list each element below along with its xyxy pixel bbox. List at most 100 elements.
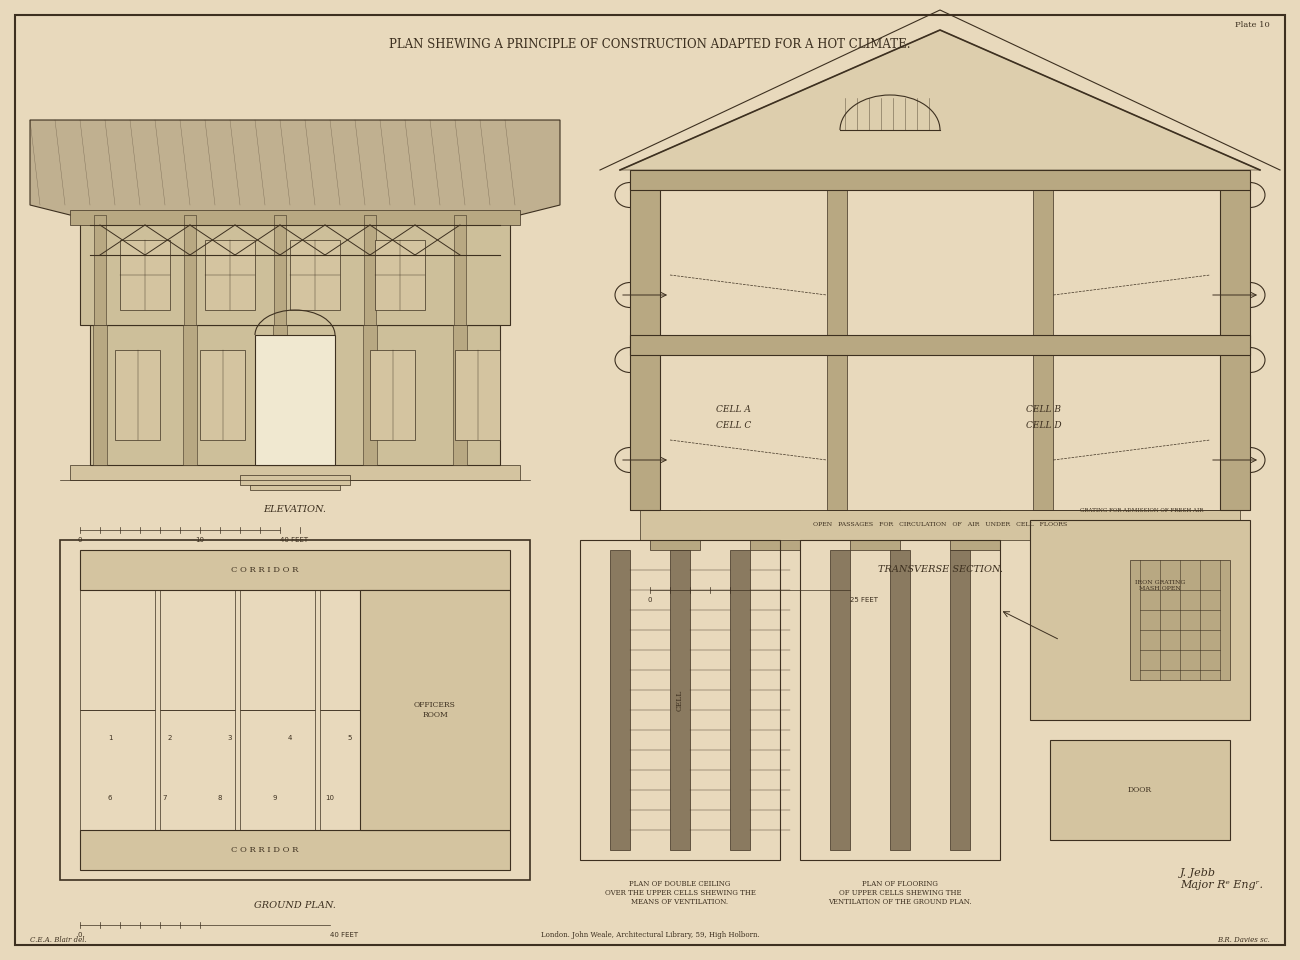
- Text: 0: 0: [78, 932, 82, 938]
- Bar: [670, 550, 690, 850]
- Text: 10: 10: [195, 537, 204, 543]
- Bar: [360, 590, 510, 830]
- Bar: [1050, 740, 1230, 840]
- Text: GROUND PLAN.: GROUND PLAN.: [254, 900, 335, 909]
- Bar: [240, 590, 315, 710]
- Text: OFFICERS
ROOM: OFFICERS ROOM: [415, 702, 456, 719]
- Bar: [891, 550, 910, 850]
- Text: 6: 6: [108, 795, 112, 801]
- Text: 10: 10: [325, 795, 334, 801]
- Text: Plate 10: Plate 10: [1235, 21, 1270, 29]
- Bar: [255, 335, 335, 465]
- Bar: [183, 325, 198, 465]
- Bar: [120, 240, 170, 310]
- Text: 3: 3: [227, 735, 233, 741]
- Bar: [70, 465, 520, 480]
- Text: OPEN   PASSAGES   FOR   CIRCULATION   OF   AIR   UNDER   CELL   FLOORS: OPEN PASSAGES FOR CIRCULATION OF AIR UND…: [812, 522, 1067, 527]
- Bar: [320, 590, 395, 710]
- Bar: [320, 710, 395, 830]
- Text: 0: 0: [78, 537, 82, 543]
- Bar: [640, 510, 1240, 540]
- Text: CELL A: CELL A: [716, 405, 751, 415]
- Bar: [160, 590, 235, 710]
- Text: 4: 4: [287, 735, 292, 741]
- Bar: [610, 550, 630, 850]
- Text: PLAN OF DOUBLE CEILING
OVER THE UPPER CELLS SHEWING THE
MEANS OF VENTILATION.: PLAN OF DOUBLE CEILING OVER THE UPPER CE…: [604, 880, 755, 906]
- Text: 40 FEET: 40 FEET: [280, 537, 308, 543]
- Bar: [829, 550, 850, 850]
- Text: London. John Weale, Architectural Library, 59, High Holborn.: London. John Weale, Architectural Librar…: [541, 931, 759, 939]
- Text: C.E.A. Blair del.: C.E.A. Blair del.: [30, 936, 87, 944]
- Bar: [1030, 520, 1251, 720]
- Bar: [114, 350, 160, 440]
- Bar: [1050, 510, 1100, 550]
- Bar: [81, 710, 155, 830]
- Bar: [630, 180, 660, 510]
- Bar: [800, 540, 1000, 860]
- Bar: [94, 215, 107, 325]
- Text: 5: 5: [348, 735, 352, 741]
- Text: 0: 0: [647, 597, 653, 603]
- Bar: [81, 830, 510, 870]
- Bar: [455, 350, 500, 440]
- Text: 2: 2: [168, 735, 172, 741]
- Bar: [70, 210, 520, 225]
- Bar: [90, 325, 500, 465]
- Bar: [60, 540, 530, 880]
- Bar: [81, 215, 510, 325]
- Text: 8: 8: [218, 795, 222, 801]
- Bar: [850, 510, 900, 550]
- Text: 40 FEET: 40 FEET: [330, 932, 358, 938]
- Text: CELL C: CELL C: [716, 420, 751, 429]
- Text: PLAN SHEWING A PRINCIPLE OF CONSTRUCTION ADAPTED FOR A HOT CLIMATE.: PLAN SHEWING A PRINCIPLE OF CONSTRUCTION…: [389, 38, 911, 52]
- Text: C O R R I D O R: C O R R I D O R: [231, 846, 299, 854]
- Bar: [160, 710, 235, 830]
- Text: ELEVATION.: ELEVATION.: [264, 506, 326, 515]
- Text: B.R. Davies sc.: B.R. Davies sc.: [1217, 936, 1270, 944]
- Text: 1: 1: [108, 735, 112, 741]
- Bar: [650, 510, 699, 550]
- Text: CELL B: CELL B: [1026, 405, 1061, 415]
- Bar: [1150, 510, 1200, 550]
- Bar: [250, 485, 341, 490]
- Bar: [81, 550, 510, 590]
- Bar: [273, 325, 287, 465]
- Bar: [1130, 560, 1230, 680]
- Bar: [750, 510, 800, 550]
- Text: C O R R I D O R: C O R R I D O R: [231, 566, 299, 574]
- Text: TRANSVERSE SECTION.: TRANSVERSE SECTION.: [878, 565, 1002, 574]
- Text: J. Jebb
Major Rᵉ Engʳ.: J. Jebb Major Rᵉ Engʳ.: [1180, 869, 1264, 890]
- Bar: [200, 350, 244, 440]
- Polygon shape: [620, 30, 1260, 170]
- Text: PLAN OF FLOORING
OF UPPER CELLS SHEWING THE
VENTILATION OF THE GROUND PLAN.: PLAN OF FLOORING OF UPPER CELLS SHEWING …: [828, 880, 972, 906]
- Bar: [1034, 180, 1053, 510]
- Bar: [827, 180, 846, 510]
- Bar: [290, 240, 341, 310]
- Bar: [630, 170, 1251, 190]
- Text: CELL D: CELL D: [1026, 420, 1061, 429]
- Text: CELL: CELL: [676, 689, 684, 710]
- Text: IRON GRATING
MASH OPEN: IRON GRATING MASH OPEN: [1135, 580, 1186, 590]
- Bar: [950, 550, 970, 850]
- Text: 7: 7: [162, 795, 168, 801]
- Bar: [630, 335, 1251, 355]
- Bar: [363, 325, 377, 465]
- Bar: [205, 240, 255, 310]
- Bar: [454, 215, 465, 325]
- Text: 9: 9: [273, 795, 277, 801]
- Bar: [274, 215, 286, 325]
- Bar: [185, 215, 196, 325]
- Bar: [731, 550, 750, 850]
- Bar: [580, 540, 780, 860]
- Text: DOOR: DOOR: [1128, 786, 1152, 794]
- Bar: [94, 325, 107, 465]
- Bar: [950, 510, 1000, 550]
- Bar: [240, 475, 350, 485]
- Bar: [364, 215, 376, 325]
- Bar: [81, 590, 155, 710]
- Text: GRATING FOR ADMISSION OF FRESH AIR: GRATING FOR ADMISSION OF FRESH AIR: [1080, 508, 1204, 513]
- Bar: [374, 240, 425, 310]
- Bar: [370, 350, 415, 440]
- Text: 25 FEET: 25 FEET: [850, 597, 878, 603]
- Bar: [240, 710, 315, 830]
